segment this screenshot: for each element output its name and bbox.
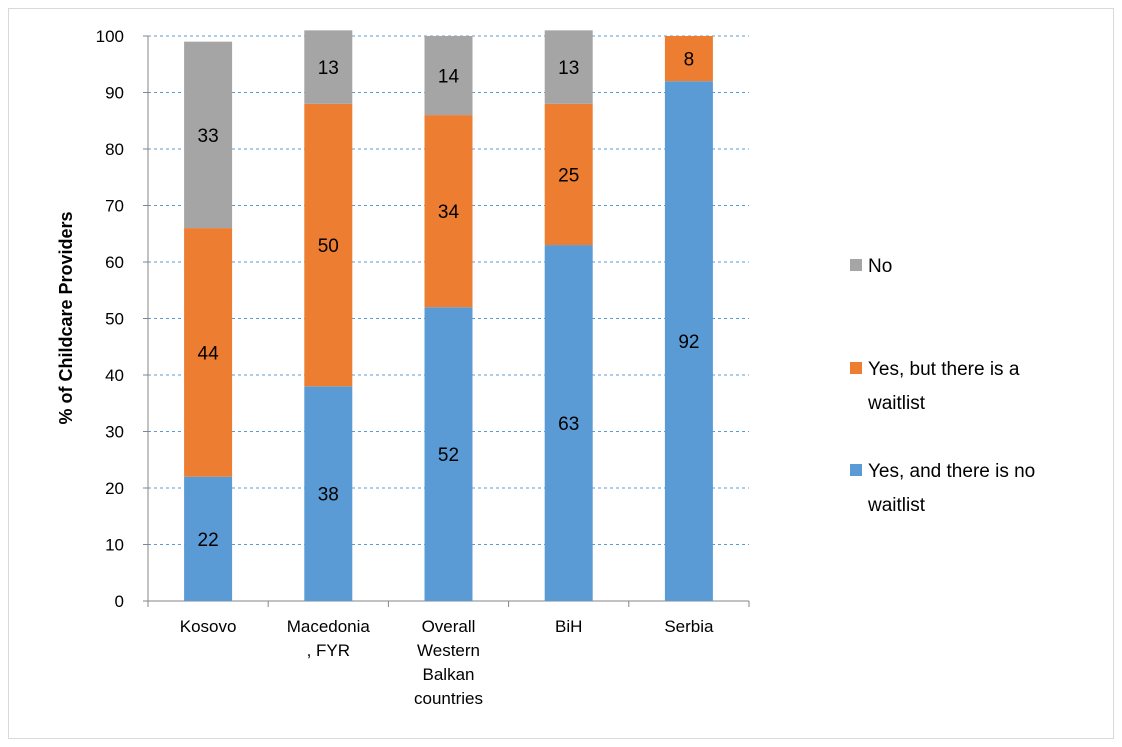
data-label: 63 xyxy=(558,414,579,435)
bar-segment xyxy=(184,228,233,477)
bar-segment xyxy=(664,81,713,601)
data-label: 25 xyxy=(558,165,579,186)
y-tick-label: 80 xyxy=(105,140,124,159)
legend-swatch xyxy=(850,259,862,271)
legend-swatch xyxy=(850,362,862,374)
bar-segment xyxy=(304,30,353,104)
y-tick-label: 0 xyxy=(115,592,124,611)
axes: 0 10 20 30 40 50 60 70 80 90 100 Kosovo Macedonia, F… xyxy=(96,27,750,708)
x-category-label: BiH xyxy=(555,617,582,636)
y-tick-label: 100 xyxy=(96,27,124,46)
data-label: 8 xyxy=(684,50,695,71)
data-label: 34 xyxy=(438,202,460,223)
y-axis-title: % of Childcare Providers xyxy=(56,211,76,424)
data-labels: 22 44 33 38 50 13 52 34 14 63 25 13 92 8 xyxy=(198,50,700,551)
bar-segment xyxy=(544,245,593,602)
bar-segment xyxy=(424,115,473,308)
data-label: 33 xyxy=(198,126,219,147)
data-label: 92 xyxy=(678,332,699,353)
bar-segment xyxy=(424,36,473,116)
legend-swatch xyxy=(850,464,862,476)
bars xyxy=(184,30,713,602)
bar-segment xyxy=(184,41,233,229)
bar-segment xyxy=(424,307,473,601)
y-tick-label: 10 xyxy=(105,536,124,555)
y-tick-label: 40 xyxy=(105,366,124,385)
data-label: 50 xyxy=(318,236,339,257)
legend: No Yes, but there is a waitlist Yes, and th… xyxy=(850,256,1035,516)
y-tick-label: 60 xyxy=(105,253,124,272)
data-label: 22 xyxy=(198,530,219,551)
bar-segment xyxy=(544,103,593,246)
x-category-label: Serbia xyxy=(664,617,714,636)
data-label: 13 xyxy=(558,58,579,79)
legend-label: No xyxy=(868,256,892,277)
y-tick-label: 50 xyxy=(105,310,124,329)
bar-segment xyxy=(544,30,593,104)
x-category-label: Kosovo xyxy=(180,617,237,636)
y-tick-label: 30 xyxy=(105,423,124,442)
data-label: 38 xyxy=(318,485,339,506)
x-category-label: Macedonia, FYR xyxy=(287,617,371,660)
bar-segment xyxy=(664,36,713,82)
y-tick-label: 70 xyxy=(105,197,124,216)
bar-segment xyxy=(184,476,233,601)
data-label: 52 xyxy=(438,445,459,466)
data-label: 44 xyxy=(198,343,220,364)
y-tick-label: 20 xyxy=(105,479,124,498)
legend-label: Yes, but there is a waitlist xyxy=(867,359,1020,414)
y-tick-label: 90 xyxy=(105,84,124,103)
legend-label: Yes, and there is no waitlist xyxy=(867,461,1035,516)
bar-segment xyxy=(304,103,353,387)
data-label: 13 xyxy=(318,58,339,79)
data-label: 14 xyxy=(438,67,460,88)
bar-segment xyxy=(304,386,353,601)
x-category-label: Overall Western Balkan countries xyxy=(414,617,483,708)
